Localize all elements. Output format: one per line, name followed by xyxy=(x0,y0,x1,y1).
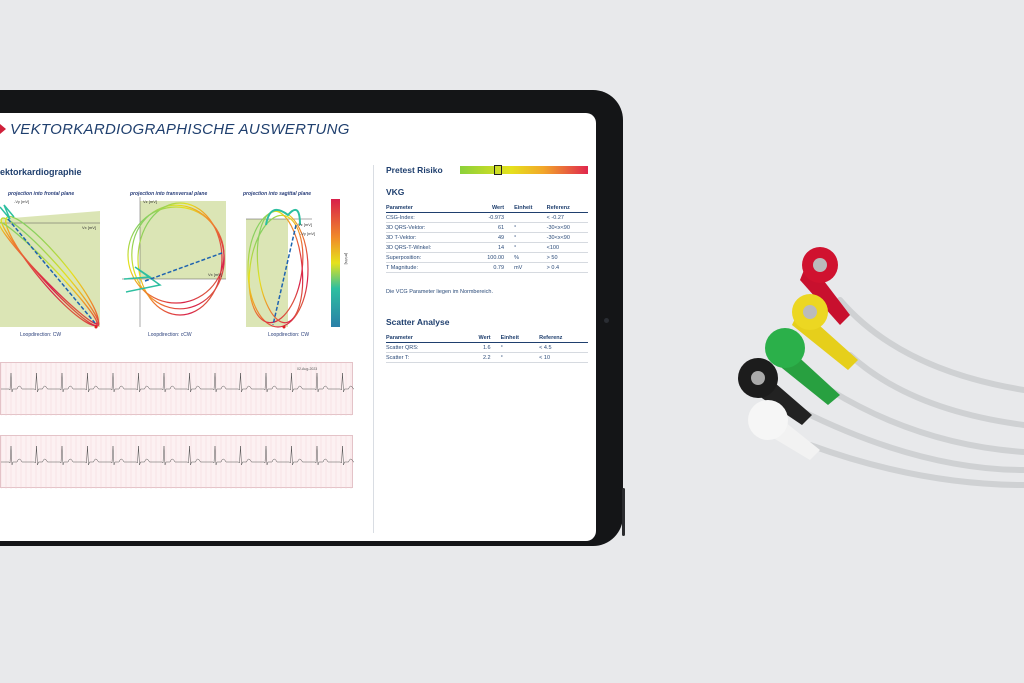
transversal-plot xyxy=(122,197,226,327)
sagittal-xaxis-label: Vz [mV] xyxy=(298,222,313,227)
ecg-trace-1 xyxy=(0,363,366,416)
reference-cell: -30<x<90 xyxy=(546,222,588,233)
title-arrow-icon xyxy=(0,124,6,134)
vcg-plots xyxy=(0,197,340,329)
sagittal-plot xyxy=(246,208,312,329)
col-referenz: Referenz xyxy=(539,333,588,343)
transversal-xaxis-label: Vx [mV] xyxy=(208,272,223,277)
vkg-table: Parameter Wert Einheit Referenz CSG-Inde… xyxy=(386,203,588,273)
reference-cell: <100 xyxy=(546,242,588,253)
electrode-green xyxy=(765,328,840,405)
frontal-xaxis-label: Vx [mV] xyxy=(82,225,97,230)
unit-cell: ° xyxy=(514,222,547,233)
unit-cell xyxy=(514,212,547,223)
table-row: 3D T-Vektor: 49 ° -30<x<90 xyxy=(386,232,588,243)
value-cell: 14 xyxy=(466,242,515,253)
col-einheit: Einheit xyxy=(500,333,540,343)
transversal-yaxis-label: Vz [mV] xyxy=(143,199,158,204)
colorbar-label: [mV/s] xyxy=(344,253,349,265)
results-panel: Pretest Risiko VKG Parameter Wert Einhei… xyxy=(386,165,588,363)
param-cell: Superposition: xyxy=(386,252,467,263)
reference-cell: < -0.27 xyxy=(546,212,588,223)
tablet-side-button xyxy=(622,488,625,536)
reference-cell: < 4.5 xyxy=(539,342,588,353)
param-cell: 3D QRS-Vektor: xyxy=(386,222,467,233)
frontal-plot-title: projection into frontal plane xyxy=(8,191,75,197)
tablet-camera xyxy=(604,318,609,323)
col-referenz: Referenz xyxy=(546,203,588,213)
value-cell: 49 xyxy=(466,232,515,243)
unit-cell: % xyxy=(514,252,547,263)
page-title: VEKTORKARDIOGRAPHISCHE AUSWERTUNG xyxy=(10,121,350,138)
pretest-risk-label: Pretest Risiko xyxy=(386,165,443,175)
table-row: Superposition: 100.00% > 50 xyxy=(386,252,588,263)
electrode-black xyxy=(738,358,812,425)
reference-cell: < 10 xyxy=(539,352,588,363)
electrode-white xyxy=(748,400,820,460)
vkg-title: VKG xyxy=(386,187,405,197)
param-cell: 3D T-Vektor: xyxy=(386,232,467,243)
value-cell: 100.00 xyxy=(466,252,515,263)
param-cell: T Magnitude: xyxy=(386,262,467,273)
param-cell: Scatter QRS: xyxy=(386,342,455,353)
frontal-yaxis-label: -Vy [mV] xyxy=(14,199,30,204)
sagittal-plot-title: projection into sagittal plane xyxy=(243,191,312,197)
unit-cell: ° xyxy=(500,342,540,353)
param-cell: Scatter T: xyxy=(386,352,455,363)
col-wert: Wert xyxy=(466,203,515,213)
table-row: 3D QRS-Vektor: 61 ° -30<x<90 xyxy=(386,222,588,233)
colorbar xyxy=(331,199,340,327)
reference-cell: > 0.4 xyxy=(546,262,588,273)
vcg-section-title: ektorkardiographie xyxy=(0,167,82,177)
frontal-plot xyxy=(0,204,100,329)
value-cell: 0.79 xyxy=(466,262,515,273)
col-parameter: Parameter xyxy=(386,333,455,343)
param-cell: CSG-Index: xyxy=(386,212,467,223)
electrode-yellow xyxy=(792,294,858,370)
table-row: 3D QRS-T-Winkel: 14 ° <100 xyxy=(386,242,588,253)
scatter-table: Parameter Wert Einheit Referenz Scatter … xyxy=(386,333,588,363)
sagittal-loopdirection: Loopdirection: CW xyxy=(268,332,310,338)
ecg-waveform xyxy=(1,445,366,466)
ecg-waveform xyxy=(1,372,366,393)
value-cell: -0.973 xyxy=(466,212,515,223)
value-cell: 61 xyxy=(466,222,515,233)
frontal-loopdirection: Loopdirection: CW xyxy=(20,332,62,338)
reference-cell: > 50 xyxy=(546,252,588,263)
transversal-loopdirection: Loopdirection: cCW xyxy=(148,332,192,338)
unit-cell: ° xyxy=(500,352,540,363)
value-cell: 2.2 xyxy=(454,352,501,363)
ecg-strip-1: 02-Aug-2023 xyxy=(0,362,366,416)
sagittal-yaxis-label: -Vy [mV] xyxy=(300,231,316,236)
unit-cell: ° xyxy=(514,242,547,253)
reference-cell: -30<x<90 xyxy=(546,232,588,243)
column-divider xyxy=(373,165,374,533)
col-wert: Wert xyxy=(454,333,501,343)
pretest-risk-marker xyxy=(494,165,503,175)
col-einheit: Einheit xyxy=(514,203,547,213)
param-cell: 3D QRS-T-Winkel: xyxy=(386,242,467,253)
scatter-title: Scatter Analyse xyxy=(386,317,450,327)
table-row: CSG-Index: -0.973 < -0.27 xyxy=(386,212,588,223)
ecg-strip-2 xyxy=(0,435,366,489)
unit-cell: mV xyxy=(514,262,547,273)
value-cell: 1.6 xyxy=(454,342,501,353)
transversal-plot-title: projection into transversal plane xyxy=(130,191,208,197)
pretest-risk-bar xyxy=(460,165,588,175)
ecg-date: 02-Aug-2023 xyxy=(297,367,318,371)
table-row: T Magnitude: 0.79 mV > 0.4 xyxy=(386,262,588,273)
electrode-red xyxy=(800,247,850,325)
vkg-note: Die VCG Parameter liegen im Normbereich. xyxy=(386,289,493,295)
pretest-risk: Pretest Risiko xyxy=(386,165,588,175)
ecg-trace-2 xyxy=(0,436,366,489)
unit-cell: ° xyxy=(514,232,547,243)
ecg-electrode-cables xyxy=(738,247,1024,488)
table-row: Scatter QRS: 1.6 ° < 4.5 xyxy=(386,342,588,353)
col-parameter: Parameter xyxy=(386,203,467,213)
table-row: Scatter T: 2.2 ° < 10 xyxy=(386,352,588,363)
tablet-screen: VEKTORKARDIOGRAPHISCHE AUSWERTUNG ektork… xyxy=(0,113,596,541)
